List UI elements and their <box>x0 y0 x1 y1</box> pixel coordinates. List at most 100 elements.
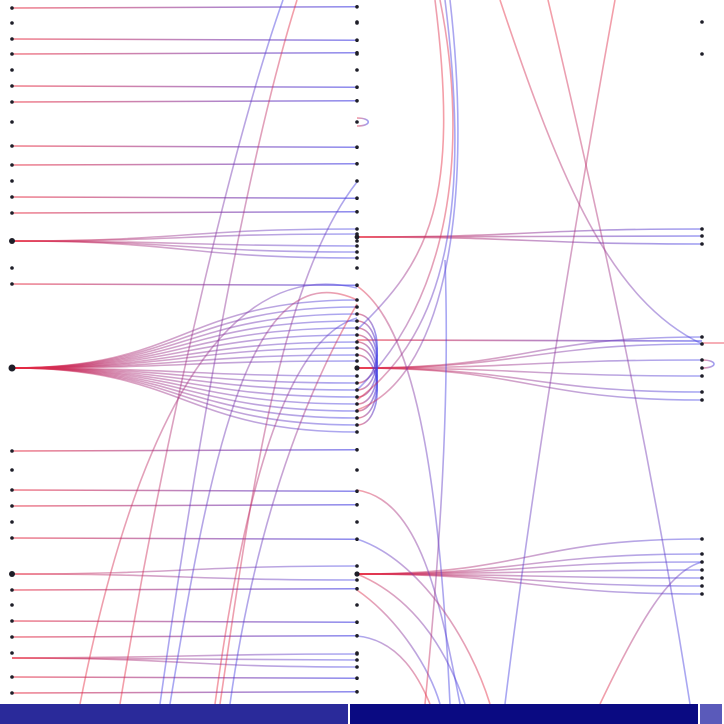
edge-99 <box>356 0 459 411</box>
footer-bar <box>0 704 724 724</box>
node-16 <box>10 144 14 148</box>
node-47 <box>355 620 359 624</box>
node-96 <box>700 234 704 238</box>
edge-12 <box>11 211 358 214</box>
node-81 <box>355 423 359 427</box>
edge-103 <box>504 0 616 704</box>
node-15 <box>355 120 359 124</box>
node-17 <box>355 145 359 149</box>
edge-110 <box>599 561 703 704</box>
node-102 <box>700 366 704 370</box>
node-77 <box>355 395 359 399</box>
edge-98 <box>356 0 456 401</box>
node-42 <box>10 588 14 592</box>
edge-96 <box>79 283 358 704</box>
node-1 <box>355 5 359 9</box>
node-21 <box>355 179 359 183</box>
edge-71 <box>356 367 703 401</box>
edge-108 <box>356 589 441 704</box>
edge-109 <box>356 635 431 704</box>
node-107 <box>700 537 704 541</box>
edge-53 <box>11 367 358 433</box>
edge-21 <box>11 588 358 591</box>
node-40 <box>10 536 14 540</box>
node-65 <box>355 305 359 309</box>
edge-54 <box>11 565 358 575</box>
edge-95 <box>229 303 358 704</box>
node-39 <box>355 520 359 524</box>
edge-73 <box>701 359 715 369</box>
footer-segment-left <box>0 704 348 724</box>
edge-bundle-diagram <box>8 0 724 704</box>
node-27 <box>355 266 359 270</box>
edge-34 <box>11 240 358 259</box>
node-45 <box>355 603 359 607</box>
node-32 <box>10 468 14 472</box>
node-95 <box>700 227 704 231</box>
node-10 <box>10 84 14 88</box>
node-62 <box>355 256 359 260</box>
node-72 <box>355 353 359 357</box>
node-22 <box>10 195 14 199</box>
node-9 <box>355 68 359 72</box>
node-78 <box>355 402 359 406</box>
node-46 <box>10 619 14 623</box>
node-82 <box>355 430 359 434</box>
node-61 <box>355 250 359 254</box>
edge-6 <box>11 100 358 103</box>
node-64 <box>355 298 359 302</box>
node-19 <box>355 162 359 166</box>
node-41 <box>355 537 359 541</box>
node-44 <box>10 603 14 607</box>
node-89 <box>355 665 359 669</box>
node-8 <box>10 68 14 72</box>
node-84 <box>355 564 359 568</box>
edge-72 <box>356 339 703 342</box>
node-70 <box>355 340 359 344</box>
node-97 <box>700 242 704 246</box>
edge-28 <box>356 117 370 127</box>
node-80 <box>355 416 359 420</box>
edge-100 <box>356 0 445 331</box>
edge-49 <box>11 367 358 405</box>
edge-111 <box>424 259 448 704</box>
edge-0 <box>11 6 358 9</box>
node-106 <box>354 571 360 577</box>
edge-5 <box>11 85 358 88</box>
node-101 <box>700 358 704 362</box>
node-74 <box>355 374 359 378</box>
node-54 <box>10 691 14 695</box>
node-2 <box>10 21 14 25</box>
node-43 <box>355 587 359 591</box>
node-88 <box>355 658 359 662</box>
node-98 <box>354 365 360 371</box>
node-11 <box>355 85 359 89</box>
node-55 <box>355 690 359 694</box>
node-68 <box>355 326 359 330</box>
node-79 <box>355 409 359 413</box>
diagram-canvas <box>8 0 724 704</box>
node-31 <box>355 448 359 452</box>
node-103 <box>700 374 704 378</box>
node-24 <box>10 211 14 215</box>
node-50 <box>10 651 14 655</box>
node-23 <box>355 196 359 200</box>
node-26 <box>10 266 14 270</box>
edge-18 <box>11 504 358 507</box>
node-0 <box>10 6 14 10</box>
nodes-layer <box>8 5 704 695</box>
node-90 <box>355 20 359 24</box>
node-100 <box>700 342 704 346</box>
edge-89 <box>356 313 379 384</box>
edge-56 <box>11 573 358 581</box>
node-111 <box>700 576 704 580</box>
edge-105 <box>356 489 461 704</box>
edge-9 <box>11 163 358 166</box>
edge-102 <box>547 0 691 704</box>
edge-64 <box>356 236 703 245</box>
node-36 <box>10 504 14 508</box>
node-60 <box>355 244 359 248</box>
node-63 <box>8 364 16 372</box>
node-28 <box>10 282 14 286</box>
node-14 <box>10 120 14 124</box>
